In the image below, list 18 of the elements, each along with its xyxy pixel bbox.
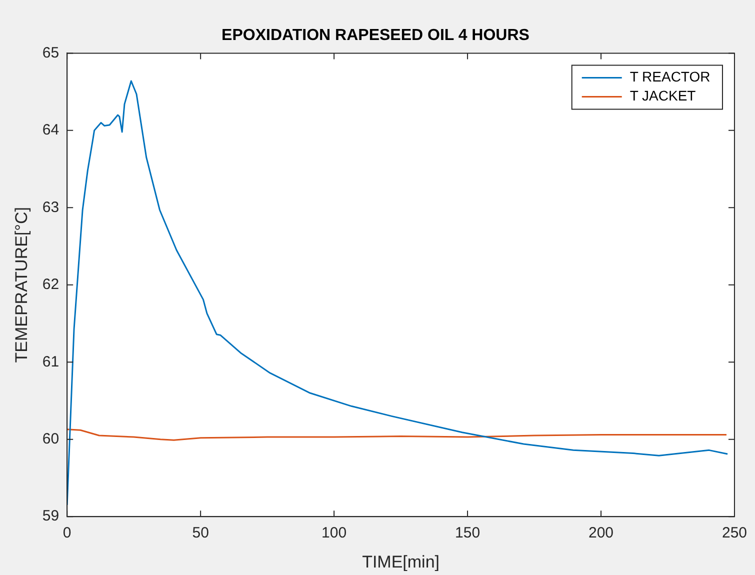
x-tick-label: 0 [62,524,72,542]
y-tick-label: 61 [42,353,60,370]
y-tick-label: 62 [42,276,60,294]
y-axis-title: TEMEPRATURE[°C] [12,207,31,363]
legend-label: T JACKET [630,88,696,104]
x-tick-label: 100 [322,524,347,542]
y-tick-label: 63 [42,198,60,216]
y-tick-label: 65 [42,44,60,62]
y-tick-label: 60 [42,430,60,448]
x-tick-label: 150 [455,524,480,542]
chart-title: EPOXIDATION RAPESEED OIL 4 HOURS [222,27,530,44]
y-tick-label: 59 [42,508,60,525]
legend-label: T REACTOR [630,68,710,85]
x-axis-title: TIME[min] [362,552,440,572]
x-tick-label: 50 [192,524,209,542]
x-tick-label: 250 [722,524,747,542]
x-tick-label: 200 [588,524,614,542]
y-tick-label: 64 [42,122,60,139]
